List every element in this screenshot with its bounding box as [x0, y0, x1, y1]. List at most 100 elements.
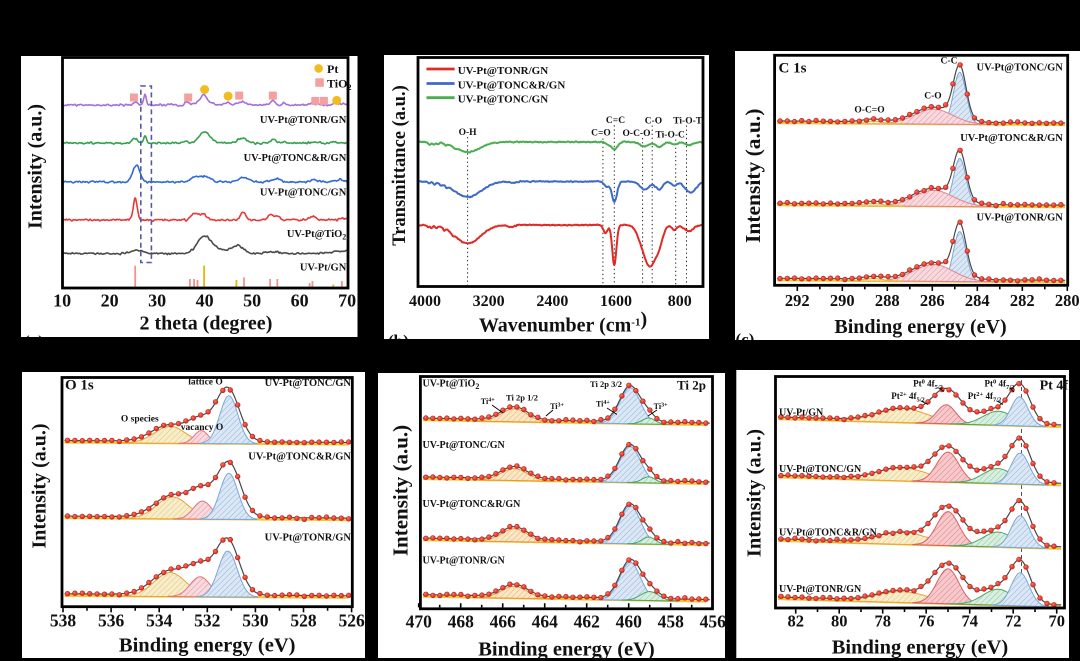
svg-text:458: 458 [658, 612, 685, 632]
svg-text:460: 460 [616, 612, 643, 632]
svg-text:C 1s: C 1s [779, 61, 807, 77]
svg-text:UV-Pt@TONC&R/GN: UV-Pt@TONC&R/GN [423, 499, 522, 510]
svg-text:3200: 3200 [473, 293, 505, 310]
svg-text:Ti 2p 1/2: Ti 2p 1/2 [506, 393, 538, 403]
svg-text:UV-Pt/GN: UV-Pt/GN [779, 408, 824, 419]
svg-text:282: 282 [1010, 291, 1035, 310]
svg-text:80: 80 [831, 611, 848, 630]
svg-text:82: 82 [787, 611, 804, 630]
svg-text:74: 74 [961, 611, 978, 630]
svg-text:C=O: C=O [591, 129, 611, 139]
svg-text:UV-Pt@TiO2: UV-Pt@TiO2 [423, 379, 480, 392]
svg-text:TiO2: TiO2 [327, 76, 351, 92]
svg-text:Pt2+ 4f5/2: Pt2+ 4f5/2 [891, 391, 925, 404]
svg-text:O-C-O: O-C-O [623, 129, 651, 139]
svg-text:UV-Pt@TONC/GN: UV-Pt@TONC/GN [458, 94, 549, 106]
svg-text:Ti 2p: Ti 2p [677, 378, 706, 393]
svg-text:2400: 2400 [536, 293, 568, 310]
svg-text:UV-Pt@TONC&R/GN: UV-Pt@TONC&R/GN [960, 133, 1063, 144]
svg-text:UV-Pt@TONC/GN: UV-Pt@TONC/GN [977, 63, 1064, 74]
svg-text:Intensity (a.u.): Intensity (a.u.) [29, 423, 51, 548]
svg-text:C-O: C-O [924, 92, 941, 102]
svg-text:78: 78 [874, 611, 891, 630]
svg-text:Ti4+: Ti4+ [596, 400, 610, 409]
svg-text:UV-Pt@TONC/GN: UV-Pt@TONC/GN [265, 378, 352, 389]
svg-text:Ti3+: Ti3+ [550, 402, 564, 411]
svg-text:800: 800 [668, 293, 692, 310]
svg-text:O-C=O: O-C=O [854, 106, 884, 116]
svg-text:70: 70 [1048, 611, 1065, 630]
svg-text:538: 538 [50, 611, 77, 631]
svg-text:O 1s: O 1s [65, 378, 94, 394]
svg-text:Pt2+ 4f7/2: Pt2+ 4f7/2 [968, 391, 1002, 404]
svg-text:30: 30 [148, 291, 166, 311]
svg-text:290: 290 [830, 291, 855, 310]
svg-text:462: 462 [574, 612, 600, 632]
svg-text:UV-Pt@TONC&R/GN: UV-Pt@TONC&R/GN [244, 153, 347, 164]
svg-text:464: 464 [532, 612, 559, 632]
svg-text:Ti4+: Ti4+ [481, 397, 495, 406]
svg-text:vacancy O: vacancy O [181, 423, 223, 433]
svg-text:lattice O: lattice O [188, 378, 223, 388]
svg-text:50: 50 [243, 291, 261, 311]
svg-text:UV-Pt@TONC&R/GN: UV-Pt@TONC&R/GN [248, 452, 351, 463]
svg-text:Intensity (a.u.): Intensity (a.u.) [25, 104, 47, 229]
svg-text:Ti 2p 3/2: Ti 2p 3/2 [590, 379, 622, 389]
svg-text:20: 20 [101, 291, 119, 311]
svg-text:470: 470 [406, 612, 433, 632]
svg-text:UV-Pt@TONR/GN: UV-Pt@TONR/GN [260, 115, 347, 126]
svg-text:288: 288 [875, 291, 900, 310]
svg-text:468: 468 [448, 612, 475, 632]
svg-text:UV-Pt@TONR/GN: UV-Pt@TONR/GN [779, 584, 862, 595]
svg-text:2 theta (degree): 2 theta (degree) [139, 313, 272, 335]
svg-text:70: 70 [338, 291, 356, 311]
svg-text:UV-Pt@TiO2: UV-Pt@TiO2 [287, 229, 346, 242]
svg-text:4000: 4000 [409, 293, 441, 310]
svg-text:60: 60 [291, 291, 309, 311]
svg-text:526: 526 [338, 611, 365, 631]
svg-text:UV-Pt@TONC/GN: UV-Pt@TONC/GN [423, 440, 506, 451]
svg-text:UV-Pt@TONR/GN: UV-Pt@TONR/GN [423, 556, 506, 567]
svg-text:10: 10 [53, 291, 71, 311]
svg-text:528: 528 [290, 611, 317, 631]
svg-text:532: 532 [194, 611, 220, 631]
svg-text:Intensity (a.u.): Intensity (a.u.) [741, 109, 765, 243]
svg-text:UV-Pt/GN: UV-Pt/GN [300, 263, 347, 274]
svg-text:C=C: C=C [606, 116, 625, 126]
svg-text:Intensity (a.u.): Intensity (a.u.) [389, 425, 413, 556]
svg-text:Ti3+: Ti3+ [654, 402, 668, 411]
svg-text:C-C: C-C [941, 57, 958, 67]
svg-text:40: 40 [196, 291, 214, 311]
svg-text:466: 466 [490, 612, 517, 632]
svg-text:C-O: C-O [645, 117, 662, 127]
svg-text:Binding energy (eV): Binding energy (eV) [834, 316, 1006, 338]
svg-text:UV-Pt@TONC/GN: UV-Pt@TONC/GN [260, 188, 347, 199]
svg-text:UV-Pt@TONC&R/GN: UV-Pt@TONC&R/GN [458, 79, 566, 91]
svg-text:530: 530 [242, 611, 269, 631]
svg-text:280: 280 [1055, 291, 1080, 310]
svg-text:UV-Pt@TONC&R/GN: UV-Pt@TONC&R/GN [779, 528, 878, 539]
svg-text:O species: O species [121, 414, 159, 424]
svg-text:UV-Pt@TONR/GN: UV-Pt@TONR/GN [458, 65, 549, 77]
svg-text:Transmittance (a.u.): Transmittance (a.u.) [390, 85, 410, 245]
svg-text:72: 72 [1005, 611, 1022, 630]
svg-text:UV-Pt@TONR/GN: UV-Pt@TONR/GN [977, 213, 1064, 224]
svg-text:Binding energy (eV): Binding energy (eV) [478, 639, 655, 661]
svg-text:UV-Pt@TONC/GN: UV-Pt@TONC/GN [779, 464, 862, 475]
svg-text:UV-Pt@TONR/GN: UV-Pt@TONR/GN [265, 533, 352, 544]
svg-text:Ti-O-C: Ti-O-C [656, 130, 686, 140]
svg-text:Binding energy (eV): Binding energy (eV) [832, 637, 1009, 659]
svg-text:292: 292 [785, 291, 810, 310]
svg-text:534: 534 [146, 611, 173, 631]
svg-text:Pt 4f: Pt 4f [1040, 379, 1069, 394]
svg-text:76: 76 [918, 611, 935, 630]
svg-text:Binding energy (eV): Binding energy (eV) [119, 635, 296, 657]
svg-text:286: 286 [920, 291, 945, 310]
svg-text:456: 456 [700, 612, 727, 632]
svg-text:Ti-O-Ti: Ti-O-Ti [673, 117, 705, 127]
svg-text:Intensity (a.u.): Intensity (a.u.) [744, 429, 766, 557]
svg-text:O-H: O-H [459, 128, 478, 138]
svg-text:1600: 1600 [600, 293, 632, 310]
svg-text:284: 284 [965, 291, 990, 310]
svg-text:Pt: Pt [327, 62, 338, 76]
